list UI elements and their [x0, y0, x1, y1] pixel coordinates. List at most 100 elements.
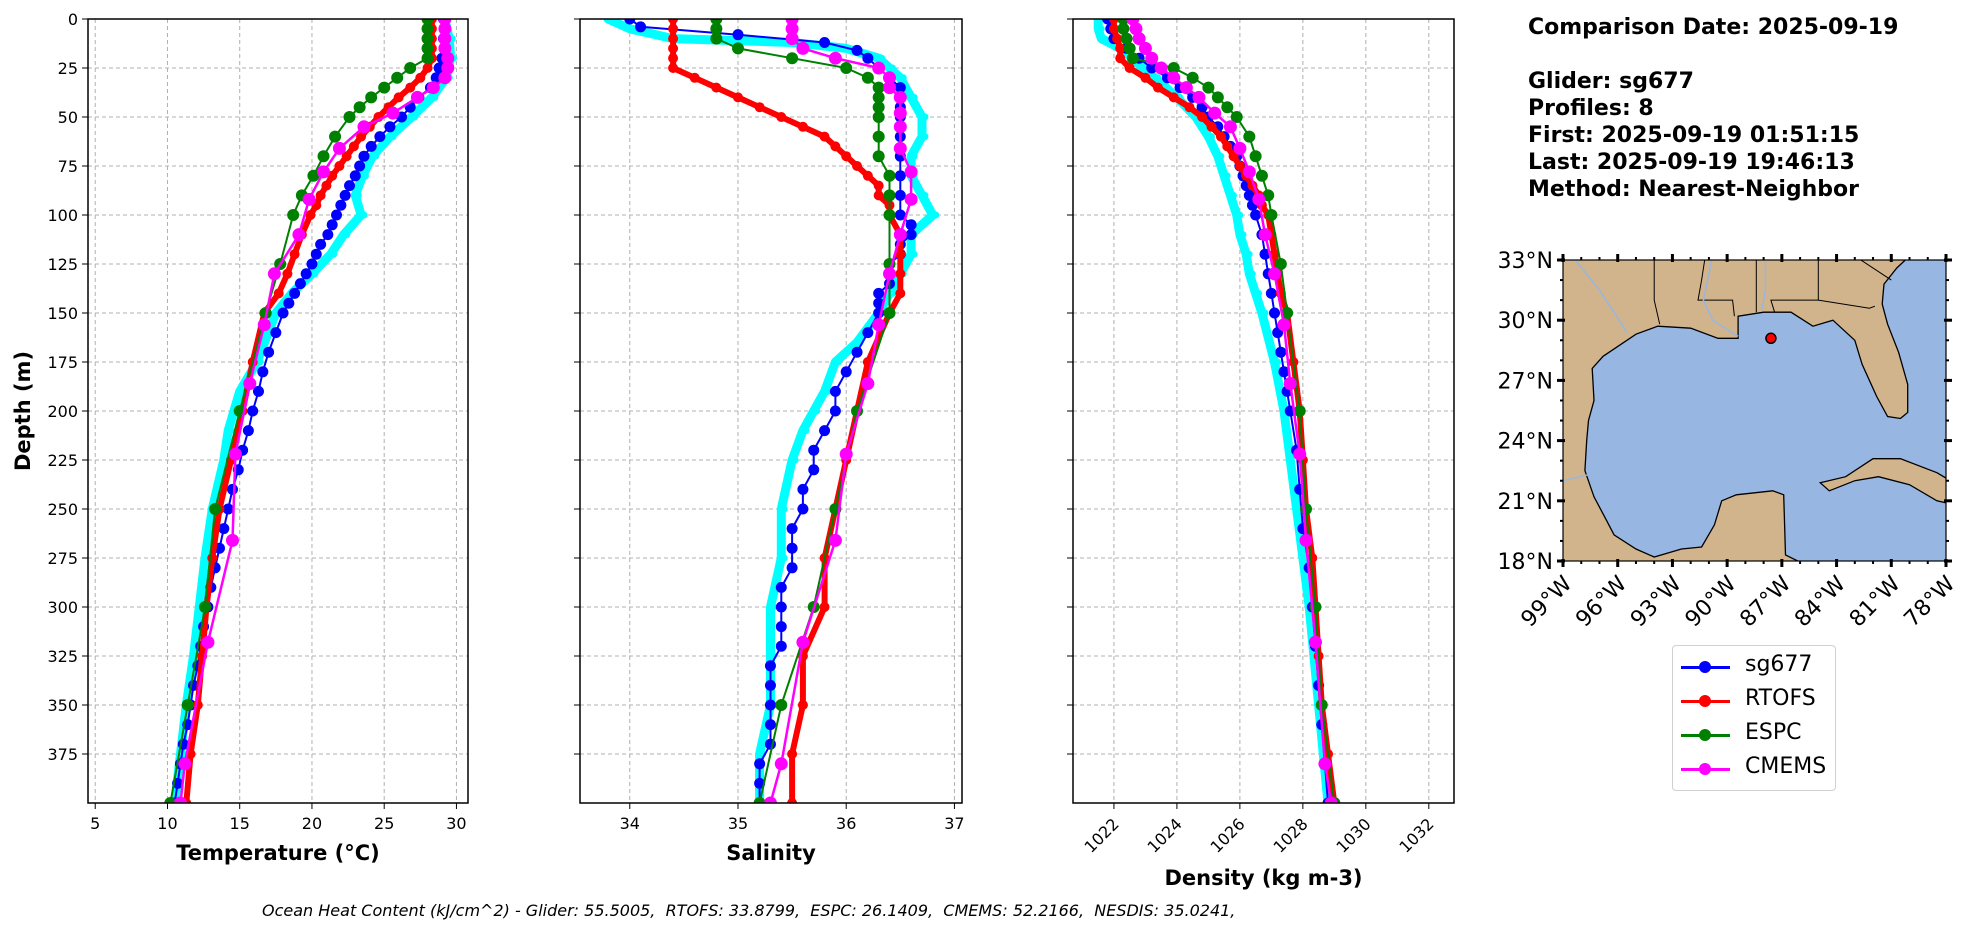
data-point-rtofs	[895, 288, 906, 299]
data-point-espc	[164, 797, 177, 803]
data-point-cmems	[1293, 447, 1307, 461]
data-point-sg677	[270, 327, 282, 339]
legend-item-espc: ESPC	[1673, 718, 1835, 752]
data-point-sg677	[764, 699, 776, 711]
data-point-espc	[378, 81, 391, 94]
data-point-espc	[329, 130, 342, 143]
data-point-raw	[1236, 211, 1244, 219]
data-point-sg677	[829, 405, 841, 417]
data-point-cmems	[1268, 267, 1282, 281]
lat-tick-label: 18°N	[1498, 550, 1553, 575]
data-point-raw	[607, 19, 615, 23]
data-point-cmems	[1192, 90, 1206, 104]
y-tick-label: 200	[47, 402, 78, 421]
data-point-espc	[883, 189, 896, 202]
x-tick-label: 1032	[1395, 814, 1437, 856]
data-point-cmems	[861, 377, 875, 391]
last-time: Last: 2025-09-19 19:46:13	[1528, 150, 1855, 175]
data-point-sg677	[433, 62, 445, 74]
data-point-raw	[1274, 358, 1282, 366]
data-point-espc	[840, 62, 853, 74]
data-point-raw	[888, 289, 896, 297]
y-tick-label: 325	[47, 647, 78, 666]
data-point-sg677	[310, 248, 322, 260]
data-point-rtofs	[1228, 151, 1239, 162]
data-point-sg677	[786, 542, 798, 554]
data-point-cmems	[893, 141, 907, 155]
data-point-raw	[256, 358, 264, 366]
data-point-sg677	[624, 19, 636, 25]
legend-marker-cmems	[1699, 763, 1711, 775]
data-point-sg677	[277, 307, 289, 319]
data-point-rtofs	[321, 180, 332, 191]
data-point-rtofs	[668, 23, 679, 34]
data-point-rtofs	[315, 190, 326, 201]
density-grid	[1073, 18, 1454, 803]
data-point-rtofs	[1108, 19, 1119, 24]
data-point-raw	[1255, 289, 1263, 297]
data-point-sg677	[862, 327, 874, 339]
data-point-cmems	[257, 318, 271, 332]
data-point-sg677	[819, 37, 831, 49]
data-point-raw	[1261, 309, 1269, 317]
data-point-cmems	[796, 635, 810, 649]
data-point-rtofs	[1112, 33, 1123, 44]
x-tick-label: 1028	[1269, 814, 1311, 856]
data-point-espc	[710, 32, 723, 45]
data-point-cmems	[796, 41, 810, 55]
data-point-raw	[1100, 35, 1108, 43]
data-point-raw	[824, 387, 832, 395]
data-point-rtofs	[1168, 92, 1179, 103]
data-point-raw	[921, 191, 929, 199]
map-panel: 33°N 30°N 27°N 24°N 21°N 18°N99°W96°W93°W90°W…	[1498, 249, 1961, 632]
y-tick-label: 300	[47, 598, 78, 617]
data-point-cmems	[828, 51, 842, 65]
data-point-cmems	[1129, 22, 1143, 36]
data-point-rtofs	[393, 92, 404, 103]
data-point-sg677	[218, 523, 230, 535]
data-point-rtofs	[787, 749, 798, 759]
y-tick-label: 0	[68, 10, 78, 29]
data-point-espc	[872, 111, 885, 123]
density-series	[1093, 19, 1341, 803]
data-point-sg677	[1265, 287, 1277, 299]
data-point-sg677	[430, 72, 442, 84]
data-point-espc	[391, 71, 404, 84]
glider-name: Glider: sg677	[1528, 69, 1694, 94]
data-point-rtofs	[405, 82, 416, 93]
y-tick-label: 350	[47, 696, 78, 715]
data-point-cmems	[317, 165, 331, 179]
x-tick-label: 25	[374, 814, 394, 833]
data-point-cmems	[1233, 141, 1247, 155]
data-point-espc	[1186, 71, 1199, 84]
data-point-rtofs	[841, 151, 852, 162]
data-point-espc	[1117, 22, 1130, 35]
y-tick-label: 250	[47, 500, 78, 519]
data-point-raw	[227, 427, 235, 435]
lat-tick-label: 27°N	[1498, 369, 1553, 394]
data-point-sg677	[764, 719, 776, 731]
data-point-sg677	[1146, 62, 1158, 74]
data-point-rtofs	[819, 131, 830, 142]
data-point-rtofs	[689, 72, 700, 83]
data-point-sg677	[252, 385, 264, 397]
glider-location-marker	[1765, 332, 1777, 345]
y-tick-label: 375	[47, 745, 78, 764]
data-point-sg677	[894, 82, 906, 94]
data-point-cmems	[267, 267, 281, 281]
salinity-panel: 34 35 36 37 Salinity	[574, 18, 965, 865]
data-point-rtofs	[273, 288, 284, 299]
data-point-espc	[1293, 405, 1306, 417]
data-point-cmems	[1299, 533, 1313, 547]
data-point-sg677	[242, 425, 254, 437]
data-point-espc	[872, 81, 885, 94]
data-point-cmems	[1324, 796, 1338, 803]
density-panel: 1022 1024 1026 1028 1030 1032 Density (kg m-3)	[1067, 18, 1455, 890]
data-point-sg677	[257, 366, 269, 378]
lat-tick-label: 24°N	[1498, 430, 1553, 455]
data-point-espc	[753, 797, 766, 803]
state-border	[1697, 260, 1735, 317]
data-point-cmems	[882, 71, 896, 85]
data-point-cmems	[1132, 32, 1146, 46]
data-point-raw	[411, 113, 419, 121]
